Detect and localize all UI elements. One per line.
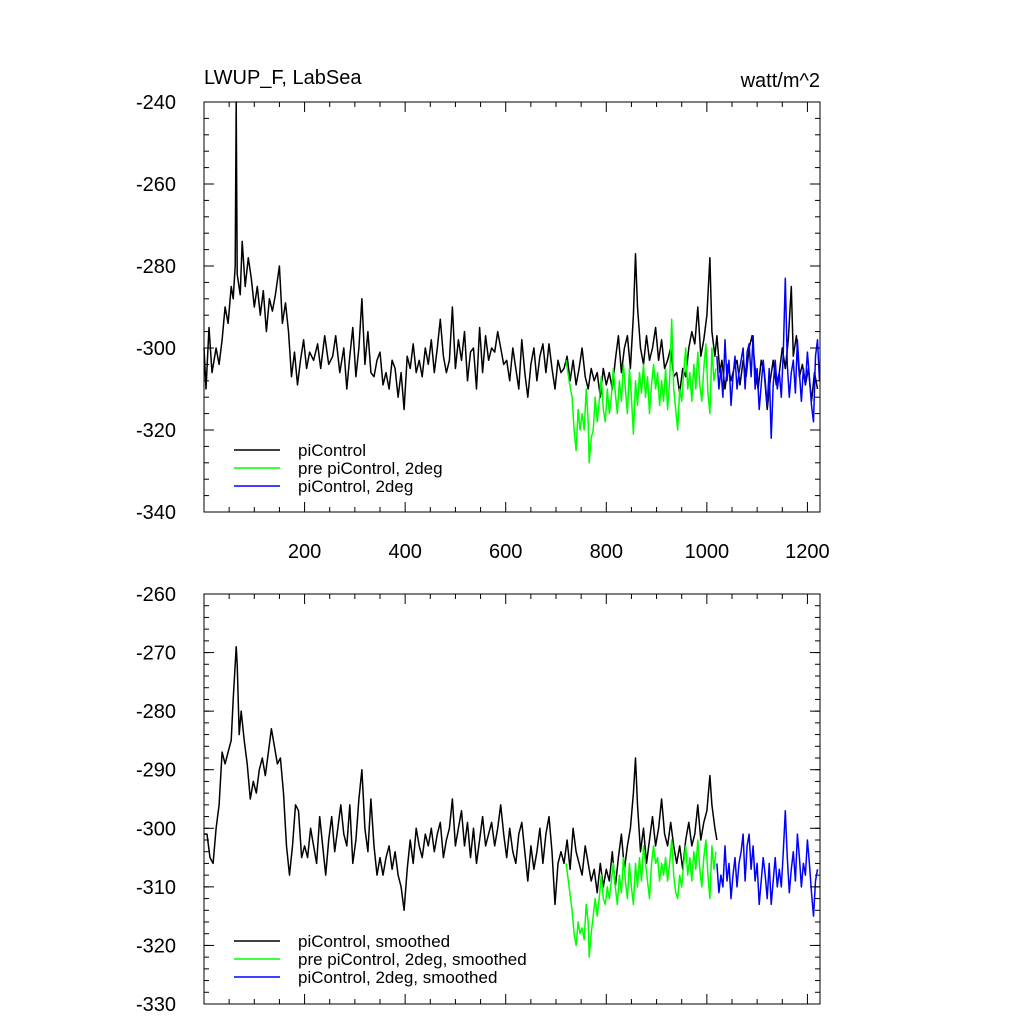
units-label: watt/m^2 [740, 70, 820, 92]
legend-label: piControl [298, 441, 366, 460]
legend-label: pre piControl, 2deg, smoothed [298, 950, 527, 969]
y-tick-label: -320 [136, 935, 176, 957]
y-tick-label: -240 [136, 92, 176, 114]
x-tick-label: 600 [489, 541, 522, 563]
bottom-panel: -260 -270 -280 -290 -300 -310 -320 -330 piContr… [136, 584, 821, 1016]
series-line-2 [565, 318, 717, 464]
x-tick-label: 400 [388, 541, 421, 563]
legend-label: piControl, 2deg [298, 477, 413, 496]
plot-frame [203, 593, 821, 1005]
y-tick-label: -310 [136, 877, 176, 899]
y-tick-label: -340 [136, 502, 176, 524]
y-tick-label: -330 [136, 994, 176, 1016]
x-tick-label: 1000 [685, 541, 730, 563]
y-tick-label: -320 [136, 420, 176, 442]
legend-label: piControl, 2deg, smoothed [298, 968, 497, 987]
series-line-2 [565, 839, 717, 958]
y-tick-label: -260 [136, 174, 176, 196]
top-panel: LWUP_F, LabSea watt/m^2 -240 -260 -280 -300… [136, 67, 830, 563]
y-tick-label: -300 [136, 818, 176, 840]
legend-label: piControl, smoothed [298, 932, 450, 951]
x-tick-label: 1200 [785, 541, 830, 563]
series-line-1 [203, 101, 819, 411]
chart-title: LWUP_F, LabSea [204, 67, 362, 89]
y-tick-label: -270 [136, 643, 176, 665]
series-line-1 [204, 645, 718, 912]
y-tick-label: -260 [136, 584, 176, 606]
plot-frame [203, 101, 821, 513]
x-tick-label: 200 [288, 541, 321, 563]
y-tick-label: -290 [136, 760, 176, 782]
y-tick-label: -300 [136, 338, 176, 360]
x-tick-label: 800 [590, 541, 623, 563]
series-line-3 [716, 809, 819, 917]
series-line-3 [716, 277, 821, 439]
y-tick-label: -280 [136, 701, 176, 723]
y-tick-label: -280 [136, 256, 176, 278]
legend-label: pre piControl, 2deg [298, 459, 443, 478]
